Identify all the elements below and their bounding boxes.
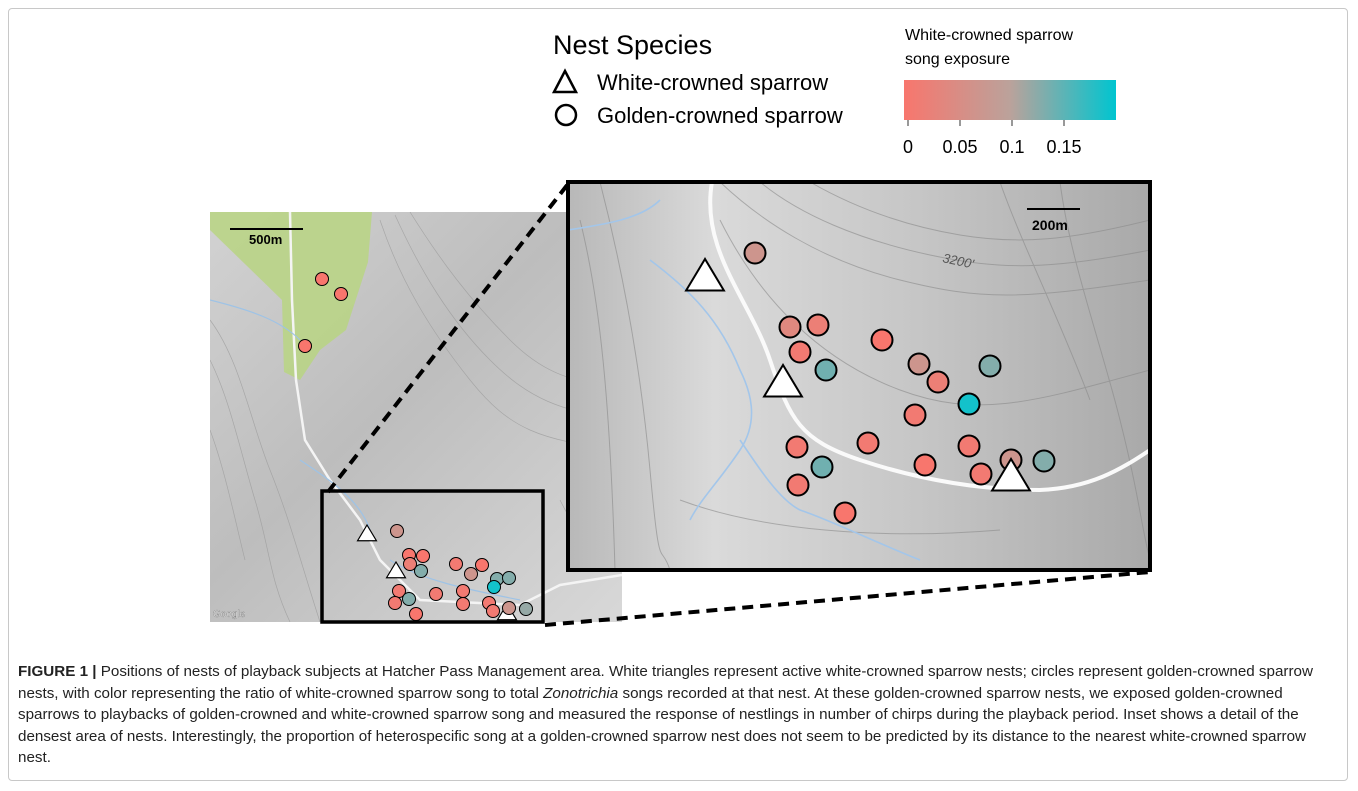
gcs-nest xyxy=(816,360,837,381)
gcs-nest xyxy=(959,436,980,457)
gcs-nest xyxy=(520,603,533,616)
colorbar-title: White-crowned sparrow xyxy=(905,27,1074,44)
gcs-nest xyxy=(812,457,833,478)
page: Nest Species White-crowned sparrow Golde… xyxy=(0,0,1358,791)
colorbar-title: song exposure xyxy=(905,51,1010,68)
caption-label: FIGURE 1 | xyxy=(18,663,97,680)
legend-circle xyxy=(556,105,576,125)
gcs-nest xyxy=(1034,451,1055,472)
terrain xyxy=(568,182,1150,570)
connector xyxy=(545,572,1150,625)
gcs-nest xyxy=(905,405,926,426)
gcs-nest xyxy=(389,597,402,610)
gcs-nest xyxy=(316,273,329,286)
gcs-nest xyxy=(430,588,443,601)
gcs-nest xyxy=(790,342,811,363)
scale-label: 200m xyxy=(1032,217,1068,233)
gcs-nest xyxy=(457,598,470,611)
gcs-nest xyxy=(909,354,930,375)
gcs-nest xyxy=(476,559,489,572)
colorbar xyxy=(904,80,1116,120)
gcs-nest xyxy=(335,288,348,301)
gcs-nest xyxy=(415,565,428,578)
gcs-nest xyxy=(959,394,980,415)
gcs-nest xyxy=(488,581,501,594)
colorbar-tick-label: 0.15 xyxy=(1046,137,1081,157)
figure: Nest Species White-crowned sparrow Golde… xyxy=(0,0,1358,660)
legend-entry: White-crowned sparrow xyxy=(597,70,828,95)
legend-triangle xyxy=(554,71,576,92)
gcs-nest xyxy=(299,340,312,353)
gcs-nest xyxy=(928,372,949,393)
gcs-nest xyxy=(788,475,809,496)
legend-entry: Golden-crowned sparrow xyxy=(597,103,843,128)
gcs-nest xyxy=(410,608,423,621)
gcs-nest xyxy=(503,602,516,615)
caption-italic: Zonotrichia xyxy=(543,685,618,702)
gcs-nest xyxy=(417,550,430,563)
caption: FIGURE 1 | Positions of nests of playbac… xyxy=(18,661,1343,769)
gcs-nest xyxy=(450,558,463,571)
gcs-nest xyxy=(915,455,936,476)
gcs-nest xyxy=(858,433,879,454)
gcs-nest xyxy=(980,356,1001,377)
colorbar-tick-label: 0.1 xyxy=(999,137,1024,157)
inset-map: 3200' xyxy=(568,182,1150,570)
gcs-nest xyxy=(787,437,808,458)
map-attribution: Google xyxy=(213,609,246,620)
gcs-nest xyxy=(487,605,500,618)
legend-title: Nest Species xyxy=(553,30,712,60)
gcs-nest xyxy=(872,330,893,351)
gcs-nest xyxy=(391,525,404,538)
colorbar-tick-label: 0 xyxy=(903,137,913,157)
gcs-nest xyxy=(745,243,766,264)
gcs-nest xyxy=(780,317,801,338)
gcs-nest xyxy=(465,568,478,581)
gcs-nest xyxy=(835,503,856,524)
gcs-nest xyxy=(503,572,516,585)
gcs-nest xyxy=(808,315,829,336)
gcs-nest xyxy=(403,593,416,606)
gcs-nest xyxy=(457,585,470,598)
gcs-nest xyxy=(971,464,992,485)
scale-label: 500m xyxy=(249,232,282,247)
colorbar-tick-label: 0.05 xyxy=(942,137,977,157)
